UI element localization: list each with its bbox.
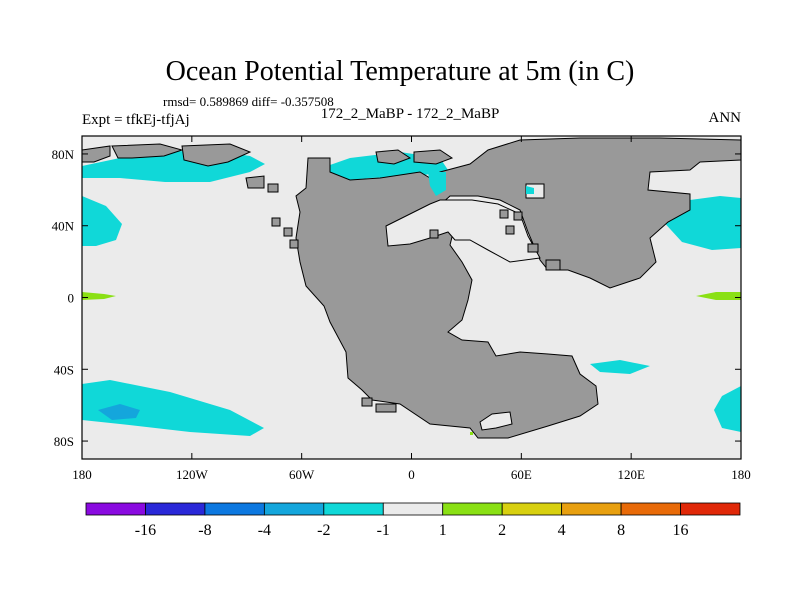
y-tick-label: 80N	[52, 147, 75, 162]
island-13	[513, 211, 523, 221]
x-tick-label: 180	[72, 467, 92, 482]
colorbar-label: -8	[198, 522, 211, 539]
stats-text: rmsd= 0.589869 diff= -0.357508	[163, 94, 334, 109]
x-axis: 180 120W 60W 0 60E 120E 180	[72, 136, 751, 482]
island-15	[545, 259, 561, 271]
arctic-island-1	[82, 145, 111, 163]
anomaly-green-dot	[470, 432, 473, 435]
colorbar-label: 16	[673, 522, 689, 539]
anomaly-cyan-south-pacific-left	[82, 380, 264, 436]
arctic-island-6	[245, 175, 265, 189]
island-10	[289, 239, 299, 249]
colorbar-label: 4	[558, 522, 566, 539]
y-tick-label: 80S	[54, 434, 74, 449]
x-tick-label: 60W	[289, 467, 315, 482]
anomaly-blue-south-pacific	[98, 404, 140, 420]
anomaly-cyan-north-pacific-left	[82, 196, 122, 246]
map-plot-area	[82, 136, 741, 459]
x-tick-label: 120E	[617, 467, 645, 482]
colorbar-swatch	[680, 502, 741, 516]
x-tick-label: 120W	[176, 467, 209, 482]
anomaly-cyan-gateway	[428, 172, 446, 196]
comparison-label: 172_2_MaBP - 172_2_MaBP	[320, 106, 500, 122]
chart-title: Ocean Potential Temperature at 5m (in C)	[165, 56, 635, 87]
southern-notch	[479, 411, 513, 431]
colorbar-swatch	[323, 502, 384, 516]
colorbar-label: 8	[617, 522, 625, 539]
island-18	[375, 403, 397, 413]
arctic-island-2	[111, 143, 184, 159]
y-tick-label: 40S	[54, 362, 74, 377]
colorbar-swatch	[620, 502, 681, 516]
colorbar-label: 1	[439, 522, 447, 539]
anomaly-green-equator-right	[696, 292, 741, 300]
season-label: ANN	[708, 110, 742, 126]
colorbar-swatch	[501, 502, 563, 516]
arctic-island-4	[375, 149, 412, 165]
island-14	[527, 243, 539, 253]
arctic-island-3	[181, 143, 252, 167]
experiment-label: Expt = tfkEj-tfjAj	[82, 112, 190, 128]
colorbar-swatch	[561, 502, 622, 516]
anomaly-cyan-south-right	[714, 386, 741, 432]
colorbar-label: -4	[258, 522, 271, 539]
arctic-island-7	[267, 183, 279, 193]
colorbar-swatch	[204, 502, 265, 516]
x-tick-label: 60E	[511, 467, 532, 482]
anomaly-cyan-south-indian	[590, 360, 650, 374]
colorbar-swatch	[382, 502, 444, 516]
island-9	[283, 227, 293, 237]
island-11	[505, 225, 515, 235]
colorbar-swatch	[442, 502, 503, 516]
colorbar-label: 2	[498, 522, 506, 539]
y-tick-label: 0	[68, 291, 75, 306]
island-8	[271, 217, 281, 227]
colorbar: -16 -8 -4 -2 -1 1 2 4 8 16	[85, 502, 741, 539]
colorbar-label: -1	[377, 522, 390, 539]
anomaly-cyan-inner	[526, 186, 534, 194]
y-tick-label: 40N	[52, 219, 75, 234]
island-12	[499, 209, 509, 219]
colorbar-swatch	[145, 502, 206, 516]
island-16	[429, 229, 439, 239]
colorbar-label: -16	[135, 522, 156, 539]
x-tick-label: 0	[408, 467, 415, 482]
arctic-island-5	[413, 149, 454, 165]
y-axis: 80N 40N 0 40S 80S	[52, 147, 741, 449]
colorbar-label: -2	[317, 522, 330, 539]
colorbar-swatch	[85, 502, 146, 516]
anomaly-green-equator-left	[82, 292, 116, 300]
island-17	[361, 397, 373, 407]
colorbar-swatch	[263, 502, 325, 516]
x-tick-label: 180	[731, 467, 751, 482]
